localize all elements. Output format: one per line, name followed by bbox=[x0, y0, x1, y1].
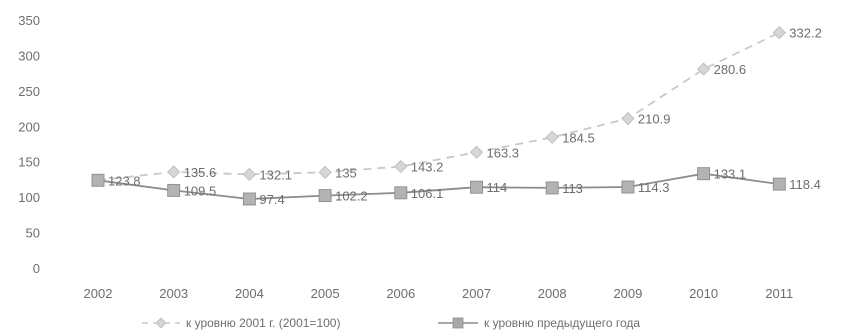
x-tick-label-2007: 2007 bbox=[462, 286, 491, 301]
data-labels: 123.8 135.6 132.1 135 143.2 163.3 184.5 210.9 28… bbox=[108, 26, 822, 207]
series-line-1 bbox=[97, 31, 780, 182]
legend-item-series-1[interactable]: к уровню 2001 г. (2001=100) bbox=[142, 316, 340, 330]
series-1-point-2005 bbox=[318, 165, 332, 179]
series-2-data-label-2004: 97.4 bbox=[259, 192, 284, 207]
y-tick-label-300: 300 bbox=[18, 48, 40, 63]
series-2-point-2003 bbox=[167, 183, 181, 197]
x-tick-label-2002: 2002 bbox=[84, 286, 113, 301]
legend-diamond-marker-icon bbox=[155, 317, 167, 329]
x-axis: 2002 2003 2004 2005 2006 2007 2008 2009 2010 2011 bbox=[84, 286, 794, 301]
series-2-data-label-2007: 114 bbox=[487, 180, 508, 195]
series-2-data-label-2003: 109.5 bbox=[184, 183, 217, 198]
series-2-point-2008 bbox=[545, 181, 559, 195]
legend: к уровню 2001 г. (2001=100) к уровню пре… bbox=[142, 316, 640, 330]
y-tick-label-100: 100 bbox=[18, 190, 40, 205]
series-1-data-label-2011: 332.2 bbox=[789, 26, 822, 41]
series-1-data-label-2010: 280.6 bbox=[714, 62, 747, 77]
y-tick-label-350: 350 bbox=[18, 13, 40, 28]
series-2-data-label-2010: 133.1 bbox=[714, 167, 747, 182]
y-tick-label-150: 150 bbox=[18, 155, 40, 170]
y-tick-label-200: 200 bbox=[18, 119, 40, 134]
series-lines bbox=[97, 31, 780, 200]
series-2-point-2011 bbox=[772, 177, 786, 191]
series-2-data-label-2005: 102.2 bbox=[335, 189, 368, 204]
series-2-data-label-2011: 118.4 bbox=[789, 177, 821, 192]
series-2-point-2002 bbox=[91, 173, 105, 187]
series-1-point-2010 bbox=[696, 62, 711, 76]
y-tick-label-50: 50 bbox=[26, 226, 40, 241]
series-1-point-2011 bbox=[772, 25, 786, 40]
series-1-data-label-2002: 123.8 bbox=[108, 173, 141, 188]
legend-label-series-2: к уровню предыдущего года bbox=[484, 316, 640, 330]
series-1-point-2007 bbox=[469, 145, 484, 159]
x-tick-label-2009: 2009 bbox=[613, 286, 642, 301]
series-2-data-label-2009: 114.3 bbox=[638, 180, 670, 195]
y-axis: 0 50 100 150 200 250 300 350 bbox=[18, 13, 40, 276]
x-tick-label-2005: 2005 bbox=[311, 286, 340, 301]
series-2-data-label-2006: 106.1 bbox=[411, 186, 444, 201]
series-1-data-label-2004: 132.1 bbox=[259, 167, 292, 182]
series-1-data-label-2003: 135.6 bbox=[184, 165, 217, 180]
y-tick-label-0: 0 bbox=[33, 261, 40, 276]
x-tick-label-2003: 2003 bbox=[159, 286, 188, 301]
series-2-point-2004 bbox=[242, 192, 256, 206]
legend-square-marker-icon bbox=[452, 317, 464, 329]
series-1-data-label-2009: 210.9 bbox=[638, 112, 671, 127]
series-1-point-2008 bbox=[545, 130, 559, 144]
series-1-data-label-2008: 184.5 bbox=[562, 130, 595, 145]
x-tick-label-2011: 2011 bbox=[765, 286, 793, 301]
x-tick-label-2008: 2008 bbox=[538, 286, 567, 301]
series-1-data-label-2006: 143.2 bbox=[411, 160, 444, 175]
y-tick-label-250: 250 bbox=[18, 84, 40, 99]
series-2-point-2010 bbox=[697, 167, 711, 181]
legend-label-series-1: к уровню 2001 г. (2001=100) bbox=[186, 316, 340, 330]
series-2-point-2005 bbox=[318, 189, 332, 203]
series-1-point-2004 bbox=[242, 167, 257, 182]
series-1-point-2006 bbox=[394, 159, 408, 174]
series-2-point-2006 bbox=[394, 186, 408, 200]
series-2-data-label-2008: 113 bbox=[562, 181, 583, 196]
series-2-point-2009 bbox=[621, 180, 635, 194]
series-1-point-2009 bbox=[621, 111, 635, 126]
x-tick-label-2006: 2006 bbox=[386, 286, 415, 301]
series-1-data-label-2007: 163.3 bbox=[487, 145, 520, 160]
series-1-data-label-2005: 135 bbox=[335, 165, 357, 180]
legend-item-series-2[interactable]: к уровню предыдущего года bbox=[438, 316, 640, 330]
x-tick-label-2004: 2004 bbox=[235, 286, 264, 301]
series-2-point-2007 bbox=[470, 180, 483, 194]
x-tick-label-2010: 2010 bbox=[689, 286, 718, 301]
series-1-point-2003 bbox=[167, 165, 181, 179]
series-line-2 bbox=[97, 172, 780, 200]
series-markers bbox=[91, 25, 786, 206]
